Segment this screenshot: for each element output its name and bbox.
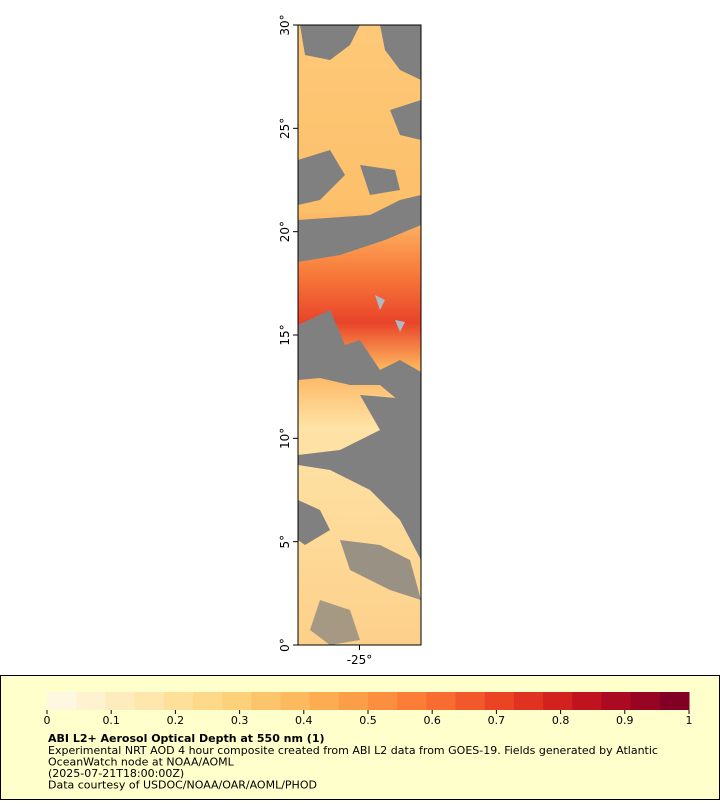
colorbar-swatch [572,692,602,710]
colorbar-tick-label: 0.2 [167,714,185,727]
colorbar-tick-label: 0.5 [359,714,377,727]
colorbar-tick-label: 0.6 [423,714,441,727]
y-tick-label: 10° [278,428,292,449]
colorbar-swatch [76,692,106,710]
caption-line: Data courtesy of USDOC/NOAA/OAR/AOML/PHO… [48,779,317,792]
map-image [298,25,421,645]
colorbar-swatch [426,692,457,710]
colorbar-swatch [397,692,427,710]
colorbar-swatch [280,692,311,710]
colorbar-swatch [105,692,136,710]
y-tick-label: 25° [278,118,292,139]
x-tick-label: -25° [347,653,373,667]
colorbar-swatch [513,692,544,710]
colorbar-swatch [134,692,165,710]
colorbar-swatch [455,692,486,710]
colorbar-swatch [543,692,573,710]
colorbar-swatch [163,692,194,710]
colorbar-tick-label: 0.1 [102,714,120,727]
colorbar-swatch [484,692,515,710]
y-tick-label: 15° [278,324,292,345]
colorbar-swatch [192,692,223,710]
colorbar-swatch [601,692,632,710]
colorbar-tick-label: 0.8 [552,714,570,727]
colorbar-swatch [251,692,281,710]
colorbar-tick-label: 0.7 [488,714,506,727]
colorbar-tick-label: 0.4 [295,714,313,727]
y-tick-label: 20° [278,221,292,242]
colorbar-swatch [368,692,398,710]
colorbar-tick-label: 0 [44,714,51,727]
y-tick-label: 30° [278,14,292,35]
colorbar-swatch [338,692,369,710]
caption-line: OceanWatch node at NOAA/AOML [48,756,235,769]
colorbar-swatch [659,692,690,710]
y-tick-label: 5° [278,535,292,549]
colorbar-swatch [47,692,77,710]
caption-line: (2025-07-21T18:00:00Z) [48,767,184,780]
colorbar-swatch [309,692,340,710]
caption-line: Experimental NRT AOD 4 hour composite cr… [48,744,658,757]
colorbar-swatch [222,692,252,710]
colorbar-tick-label: 1 [686,714,693,727]
colorbar-swatch [630,692,661,710]
caption-title: ABI L2+ Aerosol Optical Depth at 550 nm … [48,732,325,745]
colorbar-tick-label: 0.3 [231,714,249,727]
y-tick-label: 0° [278,638,292,652]
colorbar-tick-label: 0.9 [616,714,634,727]
